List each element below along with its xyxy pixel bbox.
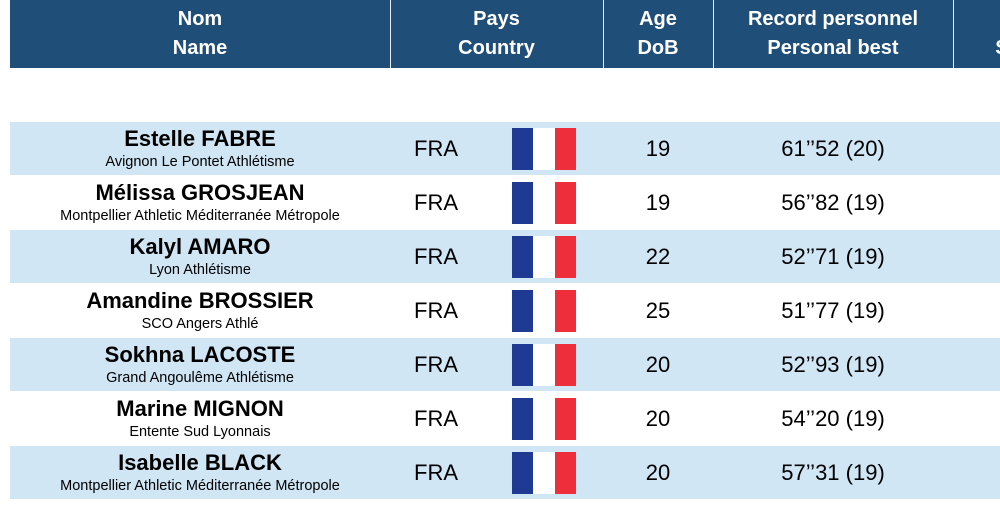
age-value: 19 [645,190,671,215]
athlete-name: Mélissa GROSJEAN [95,180,305,205]
athlete-club: SCO Angers Athlé [141,316,259,332]
header-personal-best-label: Personal best [767,37,899,59]
flag-cell [512,230,576,284]
athlete-name: Kalyl AMARO [129,234,271,259]
country-code: FRA [414,190,458,215]
season-best-value: 5 [953,176,1000,230]
country-code: FRA [414,460,458,485]
france-flag-icon [512,344,576,386]
header-season-en-label: Sea [953,34,1000,63]
flag-cell [512,338,576,392]
personal-best-value: 56’’82 (19) [781,190,885,215]
flag-cell [512,392,576,446]
name-cell: Marine MIGNON Entente Sud Lyonnais [10,392,390,446]
france-flag-icon [512,290,576,332]
personal-best-value: 52’’71 (19) [781,244,885,269]
header-name-column: Nom Name [10,0,391,68]
athlete-name: Isabelle BLACK [118,450,282,475]
age-value: 25 [645,298,671,323]
athlete-club: Entente Sud Lyonnais [129,424,271,440]
season-best-value [953,392,1000,446]
header-season-best-column: Pe Sea [953,0,1000,68]
personal-best-value: 61’’52 (20) [781,136,885,161]
table-row: Kalyl AMARO Lyon Athlétisme FRA 22 52’’7… [10,230,1000,284]
header-record-personnel-label: Record personnel [747,8,919,30]
age-value: 20 [645,352,671,377]
country-code: FRA [414,136,458,161]
flag-cell [512,176,576,230]
header-dob-label: DoB [637,37,679,59]
season-best-value: 5 [953,446,1000,500]
flag-cell [512,284,576,338]
france-flag-icon [512,182,576,224]
table-row: Marine MIGNON Entente Sud Lyonnais FRA 2… [10,392,1000,446]
athlete-name: Estelle FABRE [124,126,276,151]
name-cell: Isabelle BLACK Montpellier Athletic Médi… [10,446,390,500]
personal-best-value: 57’’31 (19) [781,460,885,485]
age-value: 20 [645,406,671,431]
personal-best-value: 52’’93 (19) [781,352,885,377]
country-code: FRA [414,298,458,323]
athlete-club: Grand Angoulême Athlétisme [106,370,294,386]
name-cell: Amandine BROSSIER SCO Angers Athlé [10,284,390,338]
personal-best-value: 54’’20 (19) [781,406,885,431]
country-code: FRA [414,352,458,377]
header-season-fr-label: Pe [953,5,1000,34]
athlete-name: Amandine BROSSIER [86,288,314,313]
athlete-club: Avignon Le Pontet Athlétisme [105,154,295,170]
name-cell: Mélissa GROSJEAN Montpellier Athletic Mé… [10,176,390,230]
table-row: Amandine BROSSIER SCO Angers Athlé FRA 2… [10,284,1000,338]
age-value: 20 [645,460,671,485]
country-code: FRA [414,244,458,269]
france-flag-icon [512,236,576,278]
table-row: Mélissa GROSJEAN Montpellier Athletic Mé… [10,176,1000,230]
header-country-column: Pays Country [390,0,604,68]
flag-cell [512,446,576,500]
france-flag-icon [512,128,576,170]
athlete-name: Sokhna LACOSTE [104,342,296,367]
table-row: Estelle FABRE Avignon Le Pontet Athlétis… [10,122,1000,176]
season-best-value: 5 [953,284,1000,338]
header-country-label: Country [458,37,535,59]
season-best-value: 5 [953,230,1000,284]
name-cell: Kalyl AMARO Lyon Athlétisme [10,230,390,284]
header-name-label: Name [172,37,228,59]
header-pays-label: Pays [473,8,520,30]
athlete-club: Montpellier Athletic Méditerranée Métrop… [60,208,340,224]
athlete-table-body: Estelle FABRE Avignon Le Pontet Athlétis… [10,122,1000,500]
header-age-label: Age [639,8,677,30]
name-cell: Estelle FABRE Avignon Le Pontet Athlétis… [10,122,390,176]
season-best-value: 5 [953,338,1000,392]
table-row: Isabelle BLACK Montpellier Athletic Médi… [10,446,1000,500]
table-header: Nom Name Pays Country Age DoB Record per… [10,0,1000,68]
table-row: Sokhna LACOSTE Grand Angoulême Athlétism… [10,338,1000,392]
season-best-value: 6 [953,122,1000,176]
country-code: FRA [414,406,458,431]
athlete-name: Marine MIGNON [116,396,284,421]
france-flag-icon [512,398,576,440]
france-flag-icon [512,452,576,494]
athlete-club: Montpellier Athletic Méditerranée Métrop… [60,478,340,494]
age-value: 19 [645,136,671,161]
name-cell: Sokhna LACOSTE Grand Angoulême Athlétism… [10,338,390,392]
header-personal-best-column: Record personnel Personal best [713,0,954,68]
personal-best-value: 51’’77 (19) [781,298,885,323]
age-value: 22 [645,244,671,269]
header-nom-label: Nom [177,8,223,30]
athlete-club: Lyon Athlétisme [149,262,251,278]
header-age-column: Age DoB [603,0,714,68]
flag-cell [512,122,576,176]
